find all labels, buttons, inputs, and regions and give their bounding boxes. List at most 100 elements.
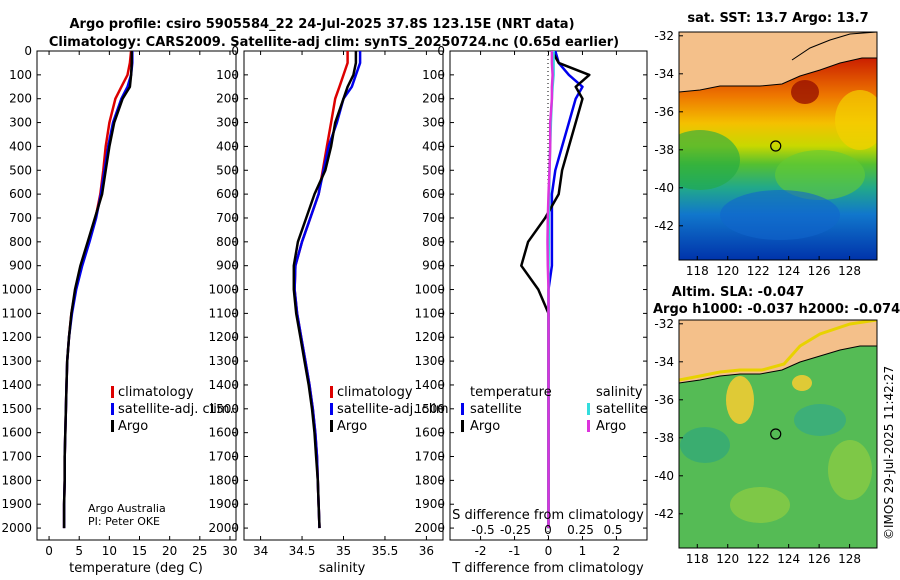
legend-swatch-t-satellite [461, 403, 464, 415]
sla-map-panel: Altim. SLA: -0.047 Argo h1000: -0.037 h2… [653, 285, 900, 566]
x2-tick-label: 0 [544, 523, 552, 537]
series-line-s-argo [546, 51, 554, 529]
y-tick-label: 1800 [1, 473, 32, 487]
x-tick-label: 5 [75, 544, 83, 558]
coastline [679, 57, 877, 93]
difference-panel: 0100200300400500600700800900100011001200… [414, 44, 647, 576]
y-tick-label: 500 [216, 163, 239, 177]
y-tick-label: 900 [9, 259, 32, 273]
salinity-panel: 0100200300400500600700800900100011001200… [208, 44, 452, 576]
x2-tick-label: -0.25 [500, 523, 531, 537]
temperature-legend: climatology satellite-adj. clim. Argo [111, 385, 234, 434]
y-tick-label: 1300 [414, 354, 445, 368]
sst-eddy [835, 90, 877, 150]
y-tick-label: 1300 [1, 354, 32, 368]
y-tick-label: 400 [422, 139, 445, 153]
y-tick-label: 1500 [1, 402, 32, 416]
x-tick-label: 2 [613, 544, 621, 558]
legend-label-argo: Argo [118, 419, 148, 434]
argo-float-marker [770, 428, 782, 440]
difference-y-ticks: 0 100 200 300 400 500 600 700 800 900 1000 1100 1200… [414, 44, 647, 535]
sst-map-frame [678, 31, 878, 261]
y-tick-label: 1600 [208, 426, 239, 440]
series-line-argo [62, 51, 133, 529]
sla-anomaly [726, 376, 754, 424]
legend-swatch-s-satellite [587, 403, 590, 415]
y-tick-label: 0 [437, 44, 445, 58]
legend-label-climatology: climatology [337, 385, 413, 400]
salinity-y-ticks: 0100200300400500600700800900100011001200… [208, 44, 443, 535]
lat-tick-label: -38 [654, 143, 674, 157]
y-tick-label: 1900 [414, 497, 445, 511]
y-tick-label: 500 [422, 163, 445, 177]
coastline [791, 32, 877, 61]
y-tick-label: 700 [216, 211, 239, 225]
y-tick-label: 1100 [414, 306, 445, 320]
sla-anomaly [828, 440, 872, 500]
y-tick-label: 1600 [1, 426, 32, 440]
sst-map-panel: sat. SST: 13.7 Argo: 13.7 118 120 122 124 12… [654, 11, 878, 278]
credit-pi: PI: Peter OKE [88, 515, 160, 528]
lon-tick-label: 124 [777, 552, 800, 566]
y-tick-label: 500 [9, 163, 32, 177]
y-tick-label: 1400 [208, 378, 239, 392]
x-tick-label: 34.5 [289, 544, 316, 558]
x-tick-label: 35.5 [372, 544, 399, 558]
x-tick-label: -1 [509, 544, 521, 558]
lat-tick-label: -42 [654, 507, 674, 521]
lon-tick-label: 118 [686, 264, 709, 278]
y-tick-label: 800 [216, 235, 239, 249]
y-tick-label: 1500 [414, 402, 445, 416]
lon-tick-label: 122 [747, 552, 770, 566]
y-tick-label: 1100 [1, 306, 32, 320]
y-tick-label: 700 [9, 211, 32, 225]
y-tick-label: 1200 [414, 330, 445, 344]
y-tick-label: 1000 [1, 283, 32, 297]
sst-y-ticks: -32 -34 -36 -38 -40 -42 [654, 29, 683, 233]
shelf-anomaly [679, 320, 877, 382]
x-tick-label: 35 [336, 544, 351, 558]
salinity-axes-box [243, 50, 444, 541]
y-tick-label: 1000 [414, 283, 445, 297]
difference-x2label: S difference from climatology [452, 508, 644, 523]
lat-tick-label: -40 [654, 469, 674, 483]
imos-timestamp: ©IMOS 29-Jul-2025 11:42:27 [882, 366, 896, 540]
temperature-y-ticks: 0100200300400500600700800900100011001200… [1, 44, 236, 535]
legend-swatch-satellite [111, 403, 114, 415]
lat-tick-label: -32 [654, 29, 674, 43]
lon-tick-label: 128 [838, 264, 861, 278]
lon-tick-label: 120 [716, 552, 739, 566]
x-tick-label: 0 [45, 544, 53, 558]
y-tick-label: 1500 [208, 402, 239, 416]
lon-tick-label: 128 [838, 552, 861, 566]
sst-eddy [679, 130, 740, 190]
x-tick-label: 20 [162, 544, 177, 558]
y-tick-label: 900 [422, 259, 445, 273]
x-tick-label: 30 [222, 544, 237, 558]
sla-y-ticks: -32 -34 -36 -38 -40 -42 [654, 317, 683, 521]
sla-x-ticks: 118 120 122 124 126 128 [686, 544, 861, 566]
y-tick-label: 1700 [1, 450, 32, 464]
legend-swatch-t-argo [461, 420, 464, 432]
sla-map-frame [678, 319, 878, 549]
x-tick-label: 1 [579, 544, 587, 558]
y-tick-label: 1400 [1, 378, 32, 392]
lat-tick-label: -34 [654, 67, 674, 81]
legend-swatch-satellite [330, 403, 333, 415]
y-tick-label: 100 [422, 68, 445, 82]
legend-swatch-argo [111, 420, 114, 432]
salinity-x-ticks: 34 34.5 35 35.5 36 [253, 51, 434, 558]
y-tick-label: 1400 [414, 378, 445, 392]
difference-legend: temperature satellite Argo salinity sate… [461, 385, 648, 434]
lon-tick-label: 118 [686, 552, 709, 566]
y-tick-label: 2000 [414, 521, 445, 535]
y-tick-label: 1100 [208, 306, 239, 320]
figure-title-line1: Argo profile: csiro 5905584_22 24-Jul-20… [69, 17, 574, 32]
land-australia [679, 320, 877, 383]
x-tick-label: 25 [192, 544, 207, 558]
legend-swatch-climatology [111, 386, 114, 398]
argo-float-marker [770, 140, 782, 152]
credit-argo-australia: Argo Australia [88, 502, 166, 515]
sla-anomaly [680, 427, 730, 463]
